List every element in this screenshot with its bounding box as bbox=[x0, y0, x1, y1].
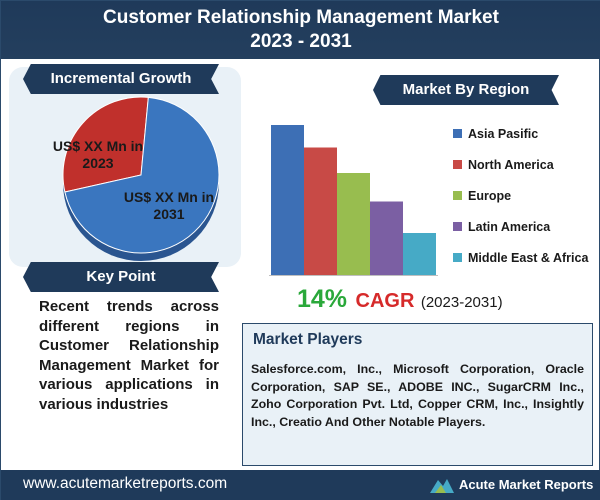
legend-swatch bbox=[453, 191, 462, 200]
key-point-text: Recent trends across different regions i… bbox=[39, 298, 219, 413]
cagr-readout: 14% CAGR (2023-2031) bbox=[297, 285, 503, 314]
legend-label: Europe bbox=[468, 188, 512, 203]
pie-label-2023-line2: 2023 bbox=[82, 155, 114, 171]
pie-label-2031-line1: US$ XX Mn in bbox=[123, 189, 215, 205]
legend-label: Asia Pasific bbox=[468, 126, 539, 141]
cagr-value: 14% bbox=[297, 285, 348, 313]
logo-mountain-icon bbox=[430, 479, 454, 493]
legend-label: Middle East & Africa bbox=[468, 250, 589, 265]
market-players-box: Market Players Salesforce.com, Inc., Mic… bbox=[242, 323, 593, 466]
pie-label-2023: US$ XX Mn in 2023 bbox=[43, 138, 153, 172]
bar-asia-pasific bbox=[271, 125, 304, 275]
pie-label-2031-line2: 2031 bbox=[153, 206, 185, 222]
bar-middle-east-africa bbox=[403, 233, 436, 275]
pie-label-2023-line1: US$ XX Mn in bbox=[52, 138, 144, 154]
cagr-label: CAGR bbox=[355, 290, 415, 312]
legend-item: Middle East & Africa bbox=[453, 242, 588, 273]
pie-chart bbox=[62, 96, 220, 261]
cagr-period: (2023-2031) bbox=[420, 294, 503, 311]
bar-latin-america bbox=[370, 201, 403, 275]
legend-item: Latin America bbox=[453, 211, 588, 242]
title-line-1: Customer Relationship Management Market bbox=[103, 7, 499, 28]
market-players-text: Salesforce.com, Inc., Microsoft Corporat… bbox=[251, 362, 584, 429]
region-bar-chart bbox=[269, 125, 438, 276]
legend-item: Europe bbox=[453, 180, 588, 211]
pie-slice-2023 bbox=[62, 96, 149, 193]
bar-north-america bbox=[304, 147, 337, 275]
key-point-heading: Key Point bbox=[23, 262, 219, 292]
footer-url-link[interactable]: www.acutemarketreports.com bbox=[23, 475, 228, 492]
incremental-growth-heading: Incremental Growth bbox=[23, 64, 219, 94]
region-legend: Asia Pasific North America Europe Latin Ame… bbox=[453, 118, 588, 273]
legend-swatch bbox=[453, 129, 462, 138]
pie-label-2031: US$ XX Mn in 2031 bbox=[109, 189, 229, 223]
page-title: Customer Relationship Management Market … bbox=[1, 1, 600, 59]
footer-logo-text: Acute Market Reports bbox=[459, 476, 594, 492]
market-players-heading: Market Players bbox=[253, 331, 363, 348]
market-by-region-heading: Market By Region bbox=[373, 75, 559, 105]
bar-europe bbox=[337, 173, 370, 275]
title-line-2: 2023 - 2031 bbox=[250, 31, 352, 52]
legend-swatch bbox=[453, 253, 462, 262]
footer: www.acutemarketreports.com Acute Market … bbox=[1, 470, 600, 500]
pie-slice-2031 bbox=[64, 96, 220, 254]
legend-swatch bbox=[453, 160, 462, 169]
legend-label: Latin America bbox=[468, 219, 551, 234]
pie-chart-area: US$ XX Mn in 2023 US$ XX Mn in 2031 bbox=[51, 93, 231, 261]
footer-logo: Acute Market Reports bbox=[429, 474, 593, 494]
legend-swatch bbox=[453, 222, 462, 231]
legend-item: Asia Pasific bbox=[453, 118, 588, 149]
legend-item: North America bbox=[453, 149, 588, 180]
legend-label: North America bbox=[468, 157, 554, 172]
